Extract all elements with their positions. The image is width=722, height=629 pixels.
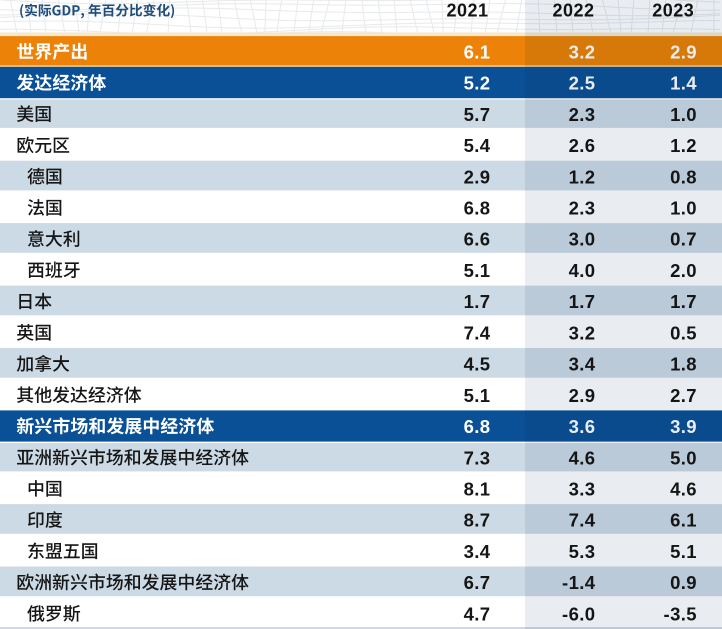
svg-text:8.1: 8.1 bbox=[464, 479, 491, 500]
svg-text:2.9: 2.9 bbox=[464, 166, 491, 187]
svg-text:6.6: 6.6 bbox=[464, 229, 491, 250]
svg-text:6.7: 6.7 bbox=[464, 572, 491, 593]
svg-text:5.1: 5.1 bbox=[464, 260, 491, 281]
svg-text:7.3: 7.3 bbox=[464, 447, 491, 468]
svg-text:6.8: 6.8 bbox=[464, 198, 491, 219]
svg-text:3.4: 3.4 bbox=[464, 541, 491, 562]
svg-text:5.1: 5.1 bbox=[464, 385, 491, 406]
svg-text:5.7: 5.7 bbox=[464, 104, 491, 125]
svg-text:6.8: 6.8 bbox=[464, 416, 491, 437]
svg-text:8.7: 8.7 bbox=[464, 510, 491, 531]
svg-text:5.4: 5.4 bbox=[464, 135, 491, 156]
svg-text:1.7: 1.7 bbox=[464, 291, 491, 312]
svg-text:5.2: 5.2 bbox=[464, 73, 491, 94]
svg-text:4.5: 4.5 bbox=[464, 354, 491, 375]
svg-text:7.4: 7.4 bbox=[464, 322, 491, 343]
svg-text:4.7: 4.7 bbox=[464, 603, 491, 624]
svg-text:6.1: 6.1 bbox=[464, 41, 491, 62]
svg-text:2021: 2021 bbox=[446, 1, 488, 21]
